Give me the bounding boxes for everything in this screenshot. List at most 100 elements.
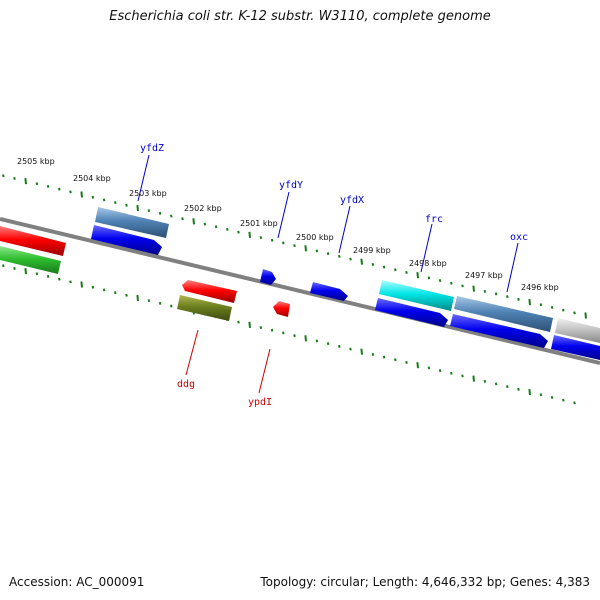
minor-tick: [450, 371, 453, 375]
minor-tick: [46, 274, 50, 278]
minor-tick: [494, 292, 498, 296]
minor-tick: [517, 297, 520, 301]
minor-tick: [427, 276, 431, 280]
major-tick: [304, 245, 307, 252]
minor-tick: [69, 280, 72, 284]
minor-tick: [102, 198, 106, 202]
minor-tick: [35, 272, 39, 276]
gene-feature-frc[interactable]: [379, 280, 454, 311]
minor-tick: [394, 358, 397, 362]
minor-tick: [13, 266, 16, 270]
genome-backbone: [0, 217, 600, 365]
gene-feature-grey-right[interactable]: [555, 318, 600, 343]
major-tick: [528, 299, 531, 306]
major-tick: [24, 268, 27, 275]
minor-tick: [203, 222, 207, 226]
minor-tick: [237, 230, 240, 234]
major-tick: [416, 272, 419, 279]
minor-tick: [259, 236, 263, 240]
minor-tick: [2, 174, 5, 178]
gene-feature-green-left[interactable]: [0, 246, 61, 274]
minor-tick: [69, 190, 72, 194]
scale-label: 2504 kbp: [73, 174, 111, 183]
gene-label-yfdx[interactable]: yfdX: [340, 195, 364, 206]
major-tick: [472, 285, 475, 292]
gene-label-yfdz[interactable]: yfdZ: [140, 143, 164, 154]
minor-tick: [371, 262, 375, 266]
minor-tick: [158, 211, 162, 215]
scale-label: 2503 kbp: [129, 189, 167, 198]
minor-tick: [315, 339, 319, 343]
scale-label: 2501 kbp: [240, 219, 278, 228]
minor-tick: [326, 252, 330, 256]
gene-label-yfdy[interactable]: yfdY: [279, 180, 303, 191]
scale-label: 2499 kbp: [353, 246, 391, 255]
gene-feature-blue-oxc[interactable]: [450, 314, 548, 348]
gene-feature-oxc[interactable]: [454, 296, 553, 332]
gene-feature-blue-frc[interactable]: [375, 298, 448, 327]
gene-feature-blue-2[interactable]: [91, 225, 162, 255]
minor-tick: [147, 209, 151, 213]
major-tick: [80, 191, 83, 198]
minor-tick: [338, 254, 341, 258]
minor-tick: [550, 395, 554, 399]
gene-feature-blue-right[interactable]: [551, 335, 600, 360]
minor-tick: [91, 195, 95, 199]
minor-tick: [181, 217, 184, 221]
forward-leader-lines: [137, 154, 519, 293]
minor-tick: [35, 182, 39, 186]
gene-feature-yfdx[interactable]: [310, 282, 348, 301]
minor-tick: [58, 277, 61, 281]
major-tick: [136, 204, 139, 212]
minor-tick: [170, 304, 173, 308]
major-tick: [248, 321, 251, 328]
minor-tick: [438, 279, 442, 283]
minor-tick: [539, 303, 543, 307]
minor-tick: [58, 187, 61, 191]
minor-tick: [270, 328, 274, 332]
minor-tick: [158, 301, 162, 305]
map-title: Escherichia coli str. K-12 substr. W3110…: [109, 9, 491, 24]
scale-label: 2496 kbp: [521, 283, 559, 292]
minor-tick: [170, 214, 173, 218]
minor-tick: [382, 355, 386, 359]
minor-tick: [382, 265, 386, 269]
minor-tick: [349, 347, 352, 351]
major-tick: [24, 178, 27, 185]
gene-label-frc[interactable]: frc: [425, 214, 443, 225]
gene-feature-yfdz[interactable]: [95, 207, 169, 238]
minor-tick: [371, 352, 375, 356]
gene-label-ypdi[interactable]: ypdI: [248, 397, 272, 408]
gene-feature-red-left[interactable]: [0, 226, 66, 256]
accession-text: Accession: AC_000091: [9, 575, 145, 589]
gene-feature-ypdi[interactable]: [273, 301, 290, 317]
minor-tick: [2, 264, 5, 268]
minor-tick: [573, 311, 576, 315]
major-tick: [192, 218, 195, 225]
major-tick: [472, 375, 475, 382]
gene-feature-ddg[interactable]: [182, 280, 237, 303]
gene-feature-olive[interactable]: [177, 295, 232, 321]
major-tick: [248, 231, 251, 238]
minor-tick: [326, 342, 330, 346]
major-tick: [304, 335, 307, 342]
minor-tick: [293, 244, 296, 248]
gene-label-ddg[interactable]: ddg: [177, 379, 195, 390]
gene-label-oxc[interactable]: oxc: [510, 232, 528, 243]
gene-feature-yfdy[interactable]: [260, 269, 276, 285]
minor-tick: [494, 382, 498, 386]
major-tick: [528, 389, 531, 396]
minor-tick: [483, 379, 487, 383]
minor-tick: [573, 401, 576, 405]
minor-tick: [114, 291, 117, 295]
minor-tick: [450, 281, 453, 285]
minor-tick: [237, 320, 240, 324]
minor-tick: [562, 398, 565, 402]
scale-label: 2502 kbp: [184, 204, 222, 213]
scale-label: 2497 kbp: [465, 271, 503, 280]
minor-tick: [338, 344, 341, 348]
major-tick: [584, 312, 587, 319]
major-tick: [360, 348, 363, 355]
minor-tick: [91, 285, 95, 289]
